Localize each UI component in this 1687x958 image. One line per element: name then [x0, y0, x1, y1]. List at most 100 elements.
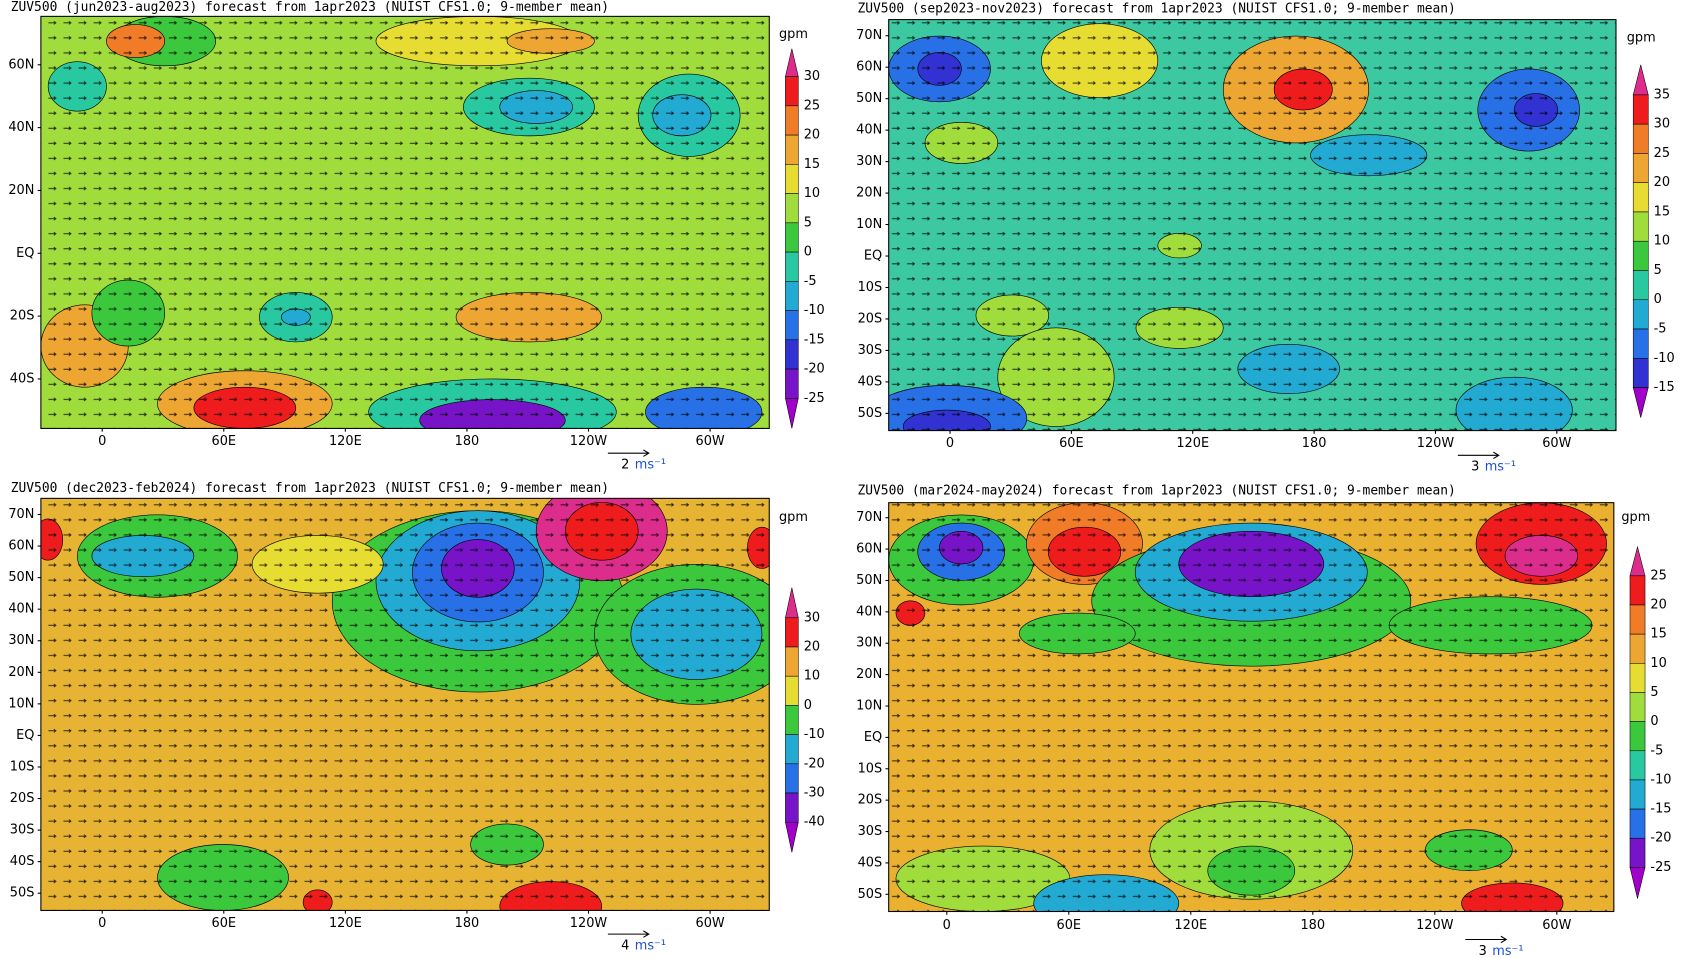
colorbar-segment: [1629, 692, 1646, 722]
lat-label: 20S: [858, 311, 883, 326]
map-panel: ZUV500 (mar2024-may2024) forecast from 1…: [856, 483, 1671, 958]
lat-label: 30S: [858, 824, 883, 839]
colorbar-label: 0: [804, 698, 812, 713]
wind-vectors: [888, 19, 1616, 431]
lon-label: 180: [455, 434, 480, 449]
lon-label: 120E: [1174, 918, 1207, 933]
colorbar-segment: [1632, 358, 1649, 388]
lon-label: 60W: [695, 434, 724, 449]
reference-value: 4: [621, 938, 629, 953]
colorbar-label: 30: [804, 69, 820, 84]
lat-label: 10S: [858, 761, 883, 776]
lat-label: 60N: [8, 539, 34, 554]
colorbar-label: 10: [1650, 656, 1666, 671]
lon-label: 0: [98, 916, 106, 931]
lat-label: 40S: [10, 854, 35, 869]
colorbar-label: -15: [1654, 380, 1675, 395]
colorbar-segment: [785, 281, 799, 311]
colorbar-label: 5: [804, 215, 812, 230]
panel-title: ZUV500 (mar2024-may2024) forecast from 1…: [857, 483, 1455, 498]
wind-vectors: [888, 502, 1614, 912]
colorbar-label: -20: [804, 756, 825, 771]
reference-arrow: [1465, 935, 1508, 944]
colorbar-label: 20: [804, 639, 820, 654]
colorbar-label: -20: [804, 362, 825, 377]
lon-label: 120W: [570, 916, 608, 931]
colorbar-label: 10: [804, 669, 820, 684]
lat-label: 50N: [856, 573, 882, 588]
unit-label: gpm: [779, 27, 808, 42]
colorbar-segment: [785, 222, 799, 253]
lat-label: 50S: [858, 406, 883, 421]
lat-label: EQ: [864, 249, 882, 264]
lat-label: 10S: [10, 759, 35, 774]
map-field: [40, 16, 770, 429]
reference-unit: ms⁻¹: [635, 938, 666, 953]
colorbar-segment: [785, 251, 799, 282]
colorbar-label: -30: [804, 786, 825, 801]
reference-unit: ms⁻¹: [1492, 944, 1523, 958]
colorbar-segment: [785, 646, 799, 677]
colorbar-segment: [1632, 123, 1649, 154]
colorbar-label: 15: [804, 157, 820, 172]
colorbar-label: 25: [1650, 568, 1666, 583]
colorbar-label: 5: [1654, 263, 1662, 278]
colorbar-bottom: [785, 821, 799, 853]
colorbar-label: 15: [1650, 627, 1666, 642]
lon-label: 120W: [1416, 918, 1454, 933]
lat-label: 70N: [856, 28, 882, 43]
lon-label: 60W: [695, 916, 724, 931]
colorbar-label: -10: [1650, 772, 1671, 787]
lon-label: 120W: [1417, 436, 1455, 451]
colorbar-segment: [1629, 721, 1646, 752]
lat-label: 20S: [10, 309, 35, 324]
colorbar-label: 5: [1650, 685, 1658, 700]
reference-unit: ms⁻¹: [1485, 460, 1516, 475]
lon-label: 120W: [570, 434, 608, 449]
colorbar-label: -25: [804, 391, 825, 406]
lon-label: 60E: [1057, 918, 1082, 933]
lat-label: 20N: [8, 183, 34, 198]
wind-vectors: [40, 498, 770, 911]
lat-label: 40S: [10, 371, 35, 386]
colorbar-segment: [785, 105, 799, 136]
wind-vectors: [40, 16, 770, 429]
colorbar-label: 15: [1654, 204, 1670, 219]
lon-label: 60E: [211, 916, 236, 931]
colorbar-label: -10: [1654, 351, 1675, 366]
colorbar-segment: [785, 76, 799, 107]
lat-label: 20N: [8, 665, 34, 680]
lat-label: 30N: [8, 633, 34, 648]
lon-label: 0: [98, 434, 106, 449]
map-panel: ZUV500 (jun2023-aug2023) forecast from 1…: [8, 0, 824, 472]
lat-label: 40S: [858, 374, 883, 389]
lat-label: 50S: [10, 886, 35, 901]
colorbar-label: -20: [1650, 831, 1671, 846]
colorbar-top: [785, 587, 799, 619]
map-panel: ZUV500 (dec2023-feb2024) forecast from 1…: [8, 481, 824, 953]
map-frame: [888, 502, 1615, 913]
lat-label: 60N: [8, 57, 34, 72]
lon-label: 180: [455, 916, 480, 931]
colorbar-label: 25: [804, 98, 820, 113]
colorbar-label: -25: [1650, 860, 1671, 875]
lat-label: 30S: [10, 823, 35, 838]
lat-label: 60N: [856, 542, 882, 557]
colorbar-label: 20: [804, 128, 820, 143]
lat-label: 50N: [856, 91, 882, 106]
colorbar-segment: [1632, 270, 1649, 301]
colorbar-label: 0: [804, 245, 812, 260]
colorbar-segment: [1632, 328, 1649, 359]
lon-label: 120E: [329, 916, 362, 931]
colorbar-segment: [785, 193, 799, 224]
panel-title: ZUV500 (dec2023-feb2024) forecast from 1…: [11, 481, 609, 496]
colorbar-label: -40: [804, 815, 825, 830]
colorbar-label: 30: [1654, 117, 1670, 132]
colorbar-segment: [1632, 211, 1649, 242]
reference-value: 3: [1471, 460, 1479, 475]
lat-label: 60N: [856, 60, 882, 75]
colorbar-segment: [785, 792, 799, 823]
colorbar-label: -15: [1650, 802, 1671, 817]
